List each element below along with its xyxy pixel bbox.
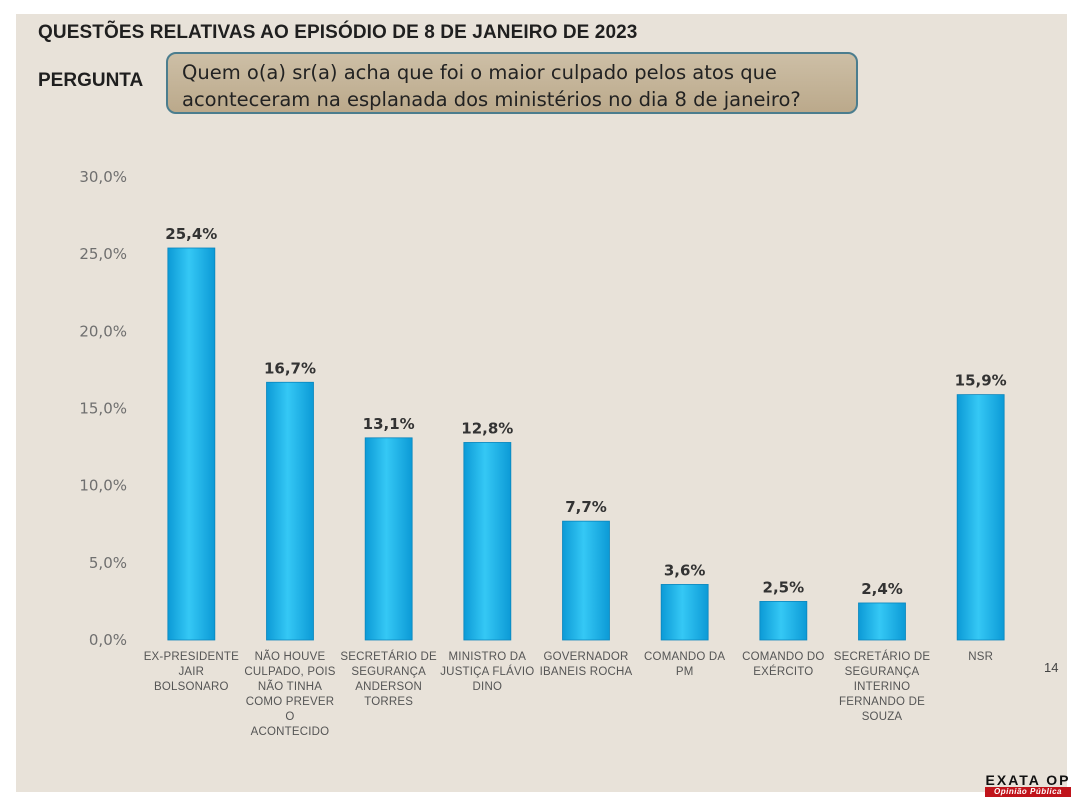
question-line-2: aconteceram na esplanada dos ministérios… <box>182 88 801 111</box>
bar <box>660 584 709 641</box>
bar-value-label: 25,4% <box>165 225 217 243</box>
question-line-1: Quem o(a) sr(a) acha que foi o maior cul… <box>182 61 777 84</box>
x-category-label: COMANDO DA PM <box>644 651 725 678</box>
page-number: 14 <box>1044 660 1059 675</box>
bar-value-label: 2,4% <box>861 580 903 598</box>
y-tick-label: 25,0% <box>79 245 127 263</box>
bar-value-label: 12,8% <box>461 419 513 437</box>
bar <box>759 601 808 641</box>
x-category-label: NÃO HOUVE CULPADO, POIS NÃO TINHA COMO PREV… <box>244 650 335 738</box>
x-category-label: COMANDO DO EXÉRCITO <box>742 651 825 678</box>
y-tick-label: 10,0% <box>79 477 127 495</box>
page-title: QUESTÕES RELATIVAS AO EPISÓDIO DE 8 DE J… <box>38 22 638 43</box>
bar-value-label: 13,1% <box>363 415 415 433</box>
x-category-label: NSR <box>968 651 993 663</box>
bar <box>562 520 610 641</box>
bar-value-label: 7,7% <box>565 498 607 516</box>
question-box: Quem o(a) sr(a) acha que foi o maior cul… <box>166 52 858 114</box>
y-axis: 0,0% 5,0% 10,0% 15,0% 20,0% 25,0% 30,0% <box>79 168 127 649</box>
y-tick-label: 30,0% <box>79 168 127 186</box>
bar <box>858 602 906 641</box>
x-category-label: MINISTRO DA JUSTIÇA FLÁVIO DINO <box>440 651 534 693</box>
exata-op-logo: EXATA OP Opinião Pública <box>985 773 1071 797</box>
x-category-label: GOVERNADOR IBANEIS ROCHA <box>540 651 633 678</box>
bars <box>167 247 1005 641</box>
y-tick-label: 20,0% <box>79 322 127 340</box>
y-tick-label: 0,0% <box>89 631 127 649</box>
bar-value-label: 2,5% <box>763 578 805 596</box>
logo-sub-text: Opinião Pública <box>985 787 1071 797</box>
bar <box>463 442 512 641</box>
bar <box>266 381 314 641</box>
bar <box>364 437 413 641</box>
bar <box>167 247 216 641</box>
bar <box>956 394 1005 641</box>
y-tick-label: 15,0% <box>79 400 127 418</box>
x-category-label: SECRETÁRIO DE SEGURANÇA ANDERSON TORRES <box>340 650 437 708</box>
bar-value-label: 16,7% <box>264 359 316 377</box>
y-tick-label: 5,0% <box>89 554 127 572</box>
bar-value-label: 15,9% <box>955 372 1007 390</box>
logo-main-text: EXATA OP <box>985 772 1071 788</box>
value-labels: 25,4% 16,7% 13,1% 12,8% 7,7% 3,6% 2,5% 2,4% 15,9… <box>165 225 1006 598</box>
bar-value-label: 3,6% <box>664 561 706 579</box>
x-category-label: SECRETÁRIO DE SEGURANÇA INTERINO FERNANDO D… <box>834 650 931 723</box>
x-category-label: EX-PRESIDENTE JAIR BOLSONARO <box>144 651 239 693</box>
question-label: PERGUNTA <box>38 70 144 91</box>
